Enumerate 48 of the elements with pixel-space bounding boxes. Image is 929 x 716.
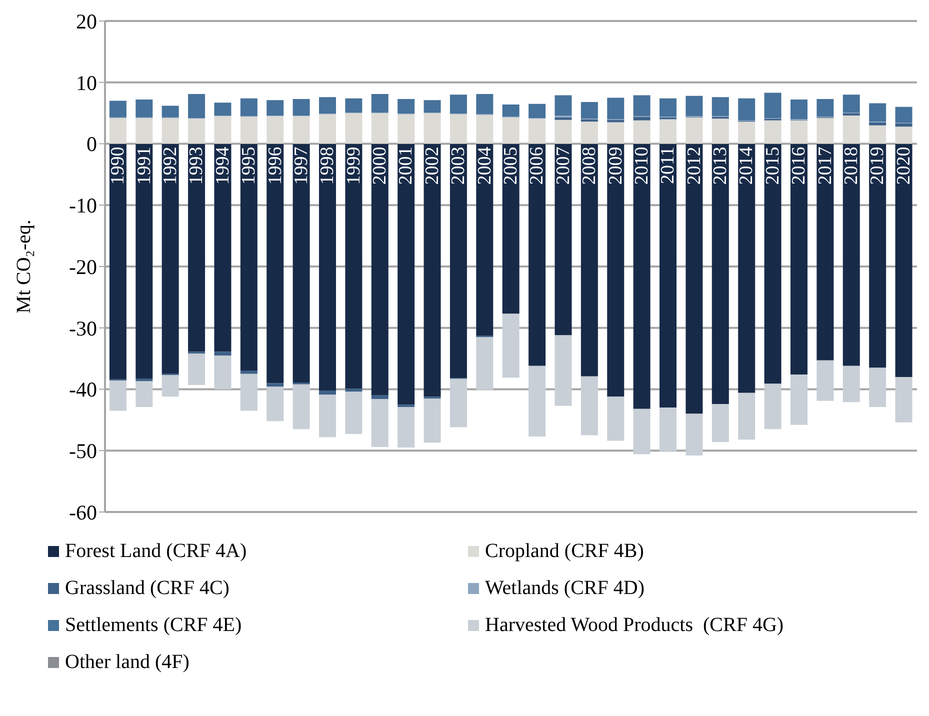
legend-label: Forest Land (CRF 4A) [65,540,247,563]
y-tick-label: -50 [69,439,97,464]
x-tick-label: 2009 [605,146,626,185]
x-tick-label: 2001 [396,146,417,185]
x-tick-label: 2003 [448,146,470,185]
x-tick-label: 2005 [500,146,522,185]
y-tick-label: -30 [69,316,97,340]
y-axis-title: Mt CO₂-eq. [13,220,35,314]
x-tick-label: 2007 [552,146,574,185]
x-tick-label: 2012 [684,146,705,185]
legend-label: Settlements (CRF 4E) [65,614,242,637]
x-tick-label: 2006 [526,146,548,185]
x-tick-label: 1992 [160,146,181,185]
x-tick-label: 2020 [893,146,914,185]
x-tick-label: 2004 [474,146,496,185]
y-tick-label: -40 [69,378,97,402]
y-tick-label: -10 [69,194,97,218]
x-tick-label: 2000 [370,146,391,185]
legend-label: Grassland (CRF 4C) [65,577,230,600]
y-tick-label: -20 [69,254,97,279]
y-tick-label: 10 [76,70,97,95]
legend-label: Harvested Wood Products (CRF 4G) [485,614,784,637]
legend-label: Wetlands (CRF 4D) [485,577,644,600]
x-tick-label: 2010 [631,146,652,185]
y-tick-label: 20 [76,9,97,34]
x-tick-label: 1990 [108,146,129,185]
x-tick-label: 2002 [422,146,443,185]
x-tick-label: 2016 [788,146,810,185]
x-tick-label: 2013 [710,146,732,185]
x-tick-label: 1998 [317,146,338,185]
x-tick-label: 2014 [736,146,758,185]
x-tick-label: 1995 [238,146,260,185]
x-tick-label: 1999 [343,146,364,185]
x-tick-label: 1997 [290,146,312,185]
legend-label: Other land (4F) [65,651,190,674]
x-tick-label: 2015 [762,146,784,185]
x-tick-label: 1991 [134,146,155,185]
legend-label: Cropland (CRF 4B) [485,540,644,563]
x-tick-label: 2008 [579,146,600,185]
x-tick-label: 1994 [212,146,234,185]
x-tick-label: 1993 [186,146,208,185]
x-tick-label: 2019 [867,146,888,185]
y-tick-label: 0 [86,132,97,156]
x-tick-label: 2017 [814,146,836,185]
y-tick-label: -60 [69,500,97,524]
x-tick-label: 1996 [264,146,286,185]
x-tick-label: 2011 [658,146,679,184]
x-tick-label: 2018 [841,146,862,185]
